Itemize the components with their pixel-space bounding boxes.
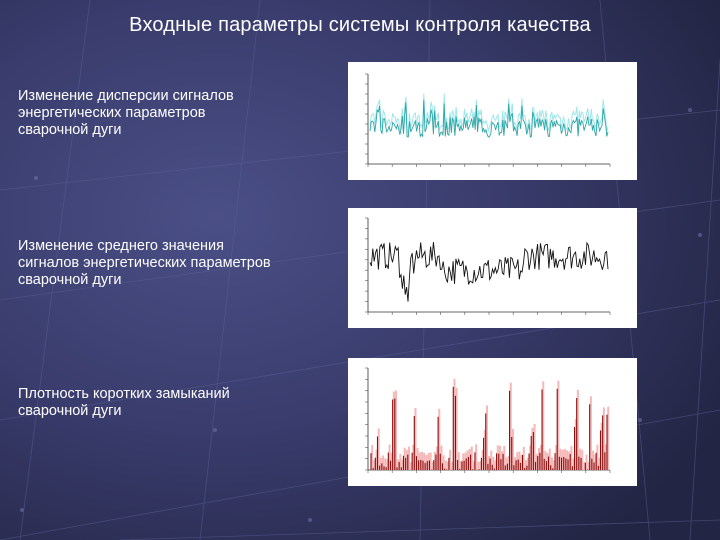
mean-signal-image <box>365 217 611 315</box>
chart-panel-mean <box>348 208 637 328</box>
label-short-circuit-density: Плотность коротких замыканий сварочной д… <box>18 386 230 419</box>
chart-panel-short-circuit <box>348 358 637 486</box>
variance-trace <box>369 100 609 138</box>
slide-title: Входные параметры системы контроля качес… <box>129 14 591 36</box>
chart-panel-variance <box>348 62 637 180</box>
variance-signal-image <box>365 73 611 167</box>
label-mean: Изменение среднего значения сигналов эне… <box>18 238 271 288</box>
variance-fill-trace <box>369 93 609 134</box>
label-variance: Изменение дисперсии сигналов энергетичес… <box>18 88 234 138</box>
mean-trace <box>369 241 609 302</box>
short-circuit-signal-image <box>365 367 611 473</box>
